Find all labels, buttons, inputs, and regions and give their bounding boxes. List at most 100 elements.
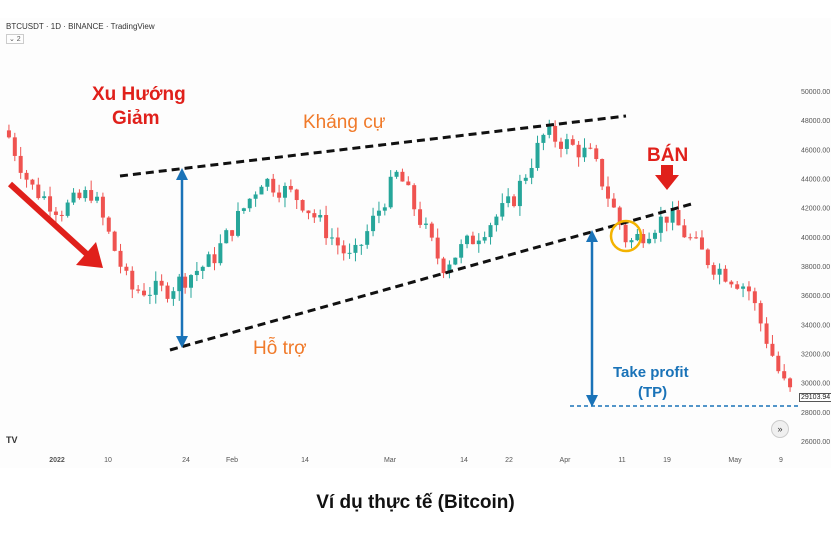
indicator-badge[interactable]: ⌄ 2 [6,34,24,44]
candle-body [194,270,199,276]
y-tick-label: 32000.00 [801,352,830,359]
candle-body [371,215,376,232]
x-tick-label: 11 [618,457,625,464]
candle-body [247,198,252,209]
candle-body [388,176,393,208]
downtrend-arrow-head [76,242,103,268]
sell-arrow-stem [661,165,673,175]
sell-label: BÁN [647,145,689,166]
candle-body [224,230,229,244]
candle-body [717,268,722,275]
resistance-label: Kháng cự [303,112,386,133]
candle-body [253,194,258,199]
candle-body [494,216,499,226]
candle-body [271,178,276,193]
scroll-to-latest-button[interactable]: » [771,420,789,438]
x-tick-label: 9 [779,457,783,464]
y-tick-label: 34000.00 [801,322,830,329]
candle-body [429,223,434,238]
candle-body [682,225,687,238]
candle-body [118,250,123,267]
candle-body [324,215,329,239]
x-tick-label: 2022 [49,457,65,464]
candle-body [594,148,599,160]
candle-body [406,181,411,186]
candle-body [265,178,270,187]
candle-body [277,192,282,198]
candle-body [353,244,358,253]
candle-body [423,223,428,225]
candle-body [341,245,346,254]
chart-area: 50000.00 48000.00 46000.00 44000.00 42000.00… [0,18,831,468]
candle-body [735,284,740,289]
candle-body [746,286,751,292]
breakout-circle [609,219,643,253]
candle-body [776,355,781,372]
candle-body [382,207,387,211]
candle-body [711,265,716,275]
candle-body [159,280,164,286]
candle-body [635,234,640,241]
candle-body [177,276,182,292]
y-tick-label: 38000.00 [801,264,830,271]
candle-body [611,198,616,208]
candle-body [124,266,129,271]
x-tick-label: 19 [663,457,671,464]
x-tick-label: Apr [560,457,572,464]
candle-body [465,235,470,245]
chart-header: BTCUSDT · 1D · BINANCE · TradingView [6,22,155,31]
candle-body [741,286,746,289]
candle-body [752,291,757,304]
candle-body [647,238,652,244]
candle-body [559,141,564,149]
candle-body [500,203,505,217]
candle-body [42,196,47,199]
take-profit-label-2: (TP) [638,384,668,401]
x-tick-label: May [728,457,742,464]
candle-body [588,147,593,149]
candle-body [65,202,70,216]
y-tick-label: 30000.00 [801,381,830,388]
candle-body [200,266,205,271]
candle-body [764,323,769,344]
x-tick-label: 14 [301,457,309,464]
candle-body [699,237,704,250]
candle-body [488,225,493,238]
candle-body [641,234,646,244]
y-tick-label: 50000.00 [801,89,830,96]
candle-body [629,240,634,243]
candle-body [235,210,240,236]
candle-body [758,303,763,324]
candle-body [535,142,540,168]
candle-body [36,184,41,199]
candle-body [376,210,381,216]
candle-body [652,232,657,239]
arrow-head-up [176,168,188,180]
candle-body [729,281,734,285]
resistance-trendline [119,114,627,178]
candle-body [570,139,575,145]
downtrend-label-2: Giảm [112,108,160,129]
candle-body [312,213,317,218]
candle-body [400,171,405,182]
figure-caption: Ví dụ thực tế (Bitcoin) [316,492,515,513]
candle-body [130,270,135,290]
candle-body [658,216,663,233]
candle-body [300,200,305,211]
candle-body [482,237,487,241]
candle-body [506,196,511,204]
candle-body [294,189,299,201]
candle-body [723,268,728,282]
y-tick-label: 26000.00 [801,439,830,446]
candle-body [623,224,628,243]
candle-body [359,244,364,246]
candle-body [365,231,370,245]
candle-body [329,237,334,239]
y-tick-label: 46000.00 [801,147,830,154]
candle-body [24,172,29,180]
candle-body [59,214,64,216]
candle-body [288,185,293,190]
candle-body [306,210,311,214]
candle-body [71,192,76,203]
candle-body [153,280,158,295]
